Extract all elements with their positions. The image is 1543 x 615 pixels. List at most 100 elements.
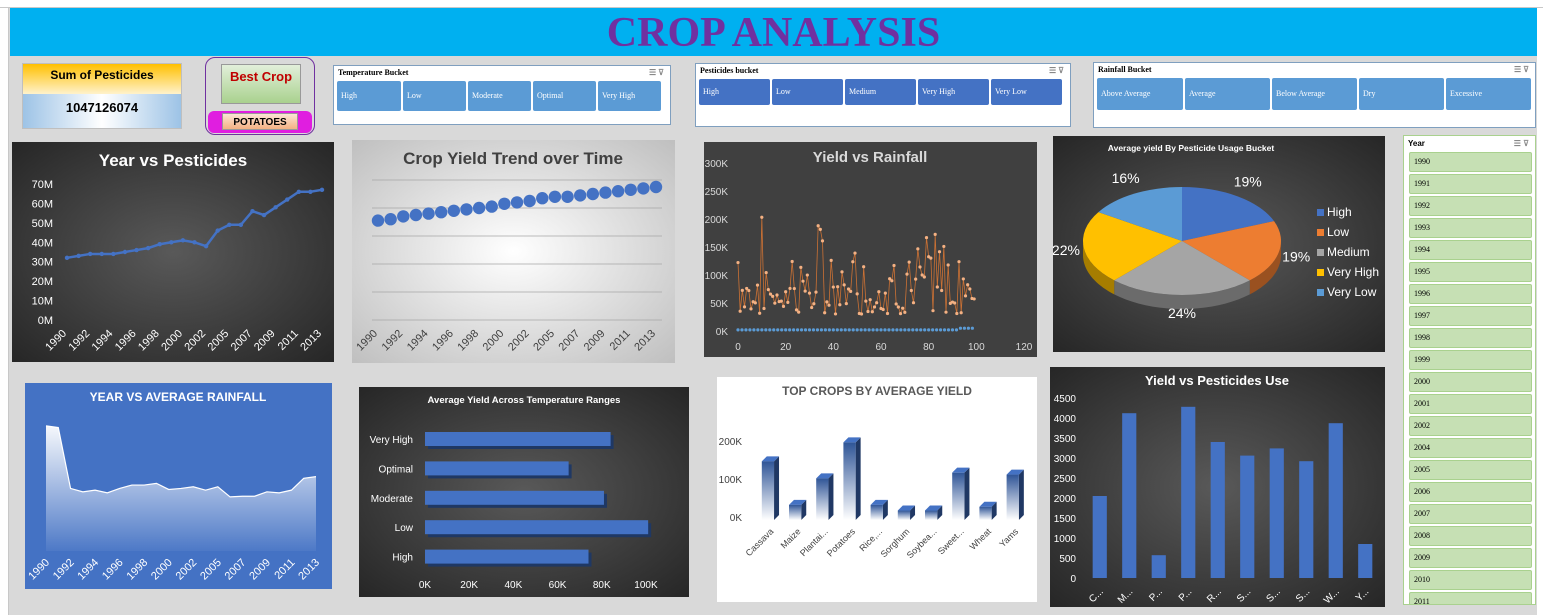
- data-point: [794, 308, 799, 312]
- year-slicer-item[interactable]: 1997: [1409, 306, 1532, 326]
- x-tick-label: 2007: [557, 328, 583, 354]
- data-point: [905, 272, 909, 276]
- x-tick-label: 2000: [481, 328, 507, 354]
- data-point: [957, 260, 961, 264]
- slicer-item[interactable]: Very Low: [991, 79, 1062, 105]
- data-point: [792, 328, 796, 332]
- bar-top: [952, 467, 970, 473]
- year-slicer-item[interactable]: 2004: [1409, 438, 1532, 458]
- category-label: Soybea...: [905, 526, 939, 560]
- data-point: [972, 297, 976, 301]
- multiselect-icon[interactable]: ☰ ⊽: [1048, 66, 1064, 75]
- data-point: [87, 251, 93, 257]
- bar: [425, 432, 611, 446]
- slicer-item[interactable]: Excessive: [1446, 78, 1531, 110]
- slicer-title: Temperature Bucket: [338, 68, 409, 77]
- slicer-title: Pesticides bucket: [700, 66, 759, 75]
- multiselect-icon[interactable]: ☰ ⊽: [1513, 65, 1529, 74]
- bar: [952, 472, 965, 520]
- y-tick-label: 2000: [1054, 494, 1077, 505]
- year-vs-rainfall-chart: YEAR VS AVERAGE RAINFALL 1990 1992 1994 1996…: [25, 383, 332, 589]
- bar: [1269, 448, 1284, 578]
- year-slicer-item[interactable]: 1992: [1409, 196, 1532, 216]
- x-tick-label: 2007: [229, 328, 255, 354]
- year-slicer-item[interactable]: 2011: [1409, 592, 1532, 604]
- slicer-item[interactable]: Dry: [1359, 78, 1444, 110]
- year-slicer-item[interactable]: 1999: [1409, 350, 1532, 370]
- year-slicer-item[interactable]: 2005: [1409, 460, 1532, 480]
- y-tick-label: 150K: [705, 243, 729, 254]
- year-slicer-item[interactable]: 1998: [1409, 328, 1532, 348]
- bar-top: [925, 505, 943, 511]
- slicer-item[interactable]: Average: [1185, 78, 1270, 110]
- data-point: [784, 328, 788, 332]
- y-tick-label: 40M: [32, 237, 53, 249]
- category-label: High: [392, 553, 413, 564]
- data-point: [371, 214, 385, 227]
- year-slicer-item[interactable]: 1993: [1409, 218, 1532, 238]
- legend-swatch: [1317, 289, 1324, 296]
- slicer-item[interactable]: Low: [772, 79, 843, 105]
- data-point: [924, 235, 929, 240]
- data-point: [755, 283, 760, 287]
- year-slicer-item[interactable]: 2009: [1409, 548, 1532, 568]
- x-tick-label: 1990: [26, 557, 52, 583]
- category-label: Y...: [1354, 586, 1371, 603]
- data-point: [812, 302, 816, 306]
- year-slicer-item[interactable]: 1996: [1409, 284, 1532, 304]
- slicer-item[interactable]: Very High: [598, 81, 661, 111]
- year-slicer-item[interactable]: 1994: [1409, 240, 1532, 260]
- data-point: [855, 328, 859, 332]
- y-tick-label: 0M: [38, 315, 53, 327]
- year-slicer-item[interactable]: 2007: [1409, 504, 1532, 524]
- data-point: [768, 292, 773, 296]
- category-label: Wheat: [968, 526, 994, 552]
- year-slicer-item[interactable]: 2000: [1409, 372, 1532, 392]
- data-point: [805, 273, 809, 277]
- slicer-item[interactable]: Optimal: [533, 81, 596, 111]
- data-label: 16%: [1112, 170, 1140, 186]
- multiselect-icon[interactable]: ☰ ⊽: [648, 68, 664, 77]
- data-point: [907, 328, 911, 332]
- y-tick-label: 0K: [716, 327, 729, 338]
- data-point: [955, 311, 959, 316]
- data-point: [764, 328, 768, 332]
- category-label: Low: [395, 523, 414, 534]
- pie-slice: [1114, 241, 1250, 295]
- kpi-value: 1047126074: [23, 94, 181, 128]
- data-point: [768, 328, 772, 332]
- bar-side: [882, 499, 888, 520]
- legend-swatch: [1317, 229, 1324, 236]
- year-slicer-item[interactable]: 2002: [1409, 416, 1532, 436]
- bar: [870, 504, 883, 520]
- slicer-item[interactable]: High: [699, 79, 770, 105]
- slicer-item[interactable]: Low: [403, 81, 466, 111]
- data-point: [847, 328, 851, 332]
- data-point: [825, 300, 829, 304]
- data-point: [744, 328, 748, 332]
- slicer-item[interactable]: Moderate: [468, 81, 531, 111]
- data-point: [875, 328, 879, 332]
- y-tick-label: 0K: [730, 513, 743, 524]
- slicer-item[interactable]: Very High: [918, 79, 989, 105]
- year-slicer-item[interactable]: 1991: [1409, 174, 1532, 194]
- y-tick-label: 70M: [32, 179, 53, 191]
- x-tick-label: 2013: [632, 328, 658, 354]
- multiselect-icon[interactable]: ☰ ⊽: [1513, 139, 1529, 148]
- slicer-item[interactable]: Below Average: [1272, 78, 1357, 110]
- x-tick-label: 2013: [296, 557, 322, 583]
- data-point: [637, 182, 650, 195]
- year-slicer-item[interactable]: 2001: [1409, 394, 1532, 414]
- slicer-item[interactable]: High: [337, 81, 401, 111]
- y-tick-label: 4000: [1054, 414, 1077, 425]
- chart-title: Yield vs Pesticides Use: [1145, 373, 1289, 388]
- slicer-item[interactable]: Above Average: [1097, 78, 1183, 110]
- slicer-item[interactable]: Medium: [845, 79, 916, 105]
- year-slicer-item[interactable]: 1990: [1409, 152, 1532, 172]
- year-slicer-item[interactable]: 2008: [1409, 526, 1532, 546]
- year-slicer-item[interactable]: 2010: [1409, 570, 1532, 590]
- series-line: [737, 217, 975, 315]
- year-slicer-item[interactable]: 1995: [1409, 262, 1532, 282]
- bar: [1240, 455, 1255, 578]
- year-slicer-item[interactable]: 2006: [1409, 482, 1532, 502]
